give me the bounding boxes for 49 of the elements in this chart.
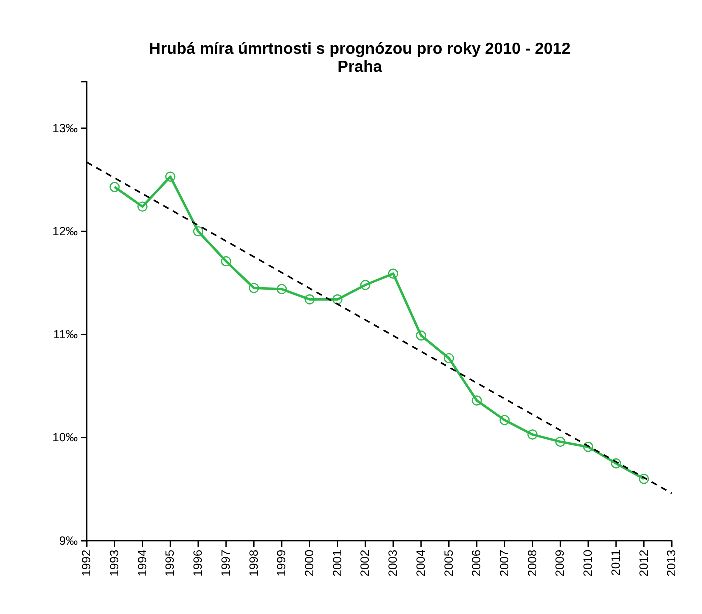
point [221,256,232,267]
point [611,458,622,469]
x-tick-label: 2007 [497,550,512,577]
x-tick-label: 1994 [135,550,150,577]
point [500,415,510,426]
x-tick-label: 1999 [274,550,289,577]
point [165,172,176,182]
point [416,330,426,341]
x-tick-label: 2006 [470,550,484,577]
x-tick-label: 2008 [525,550,540,577]
x-tick-label: 2012 [636,550,651,577]
chart-subtitle: Praha [338,59,382,76]
x-tick-label: 1995 [163,550,178,577]
point [138,202,148,212]
x-tick-label: 2002 [358,550,372,577]
x-tick-label: 2013 [664,550,679,577]
x-tick-label: 2009 [553,550,568,577]
y-tick-label: 10‰ [52,430,78,445]
x-tick-label: 2004 [414,550,428,577]
x-tick-label: 2011 [608,550,623,576]
x-tick-label: 1992 [80,550,94,577]
point [276,284,288,294]
x-tick-label: 2000 [302,550,316,577]
y-tick-label: 11‰ [54,328,78,342]
x-tick-label: 1997 [218,550,233,577]
point [110,182,120,192]
point [304,294,315,305]
point [249,283,260,294]
y-tick-label: 12‰ [52,224,78,238]
point [583,442,594,452]
y-tick-label: 9‰ [59,534,78,548]
x-tick-label: 2003 [386,550,400,577]
point [360,280,371,290]
x-tick-label: 1998 [246,550,261,577]
x-tick-label: 2010 [581,550,596,577]
point [444,353,454,364]
chart-title: Hrubá míra úmrtnosti s prognózou pro roky 2010 - 2012 [149,41,571,58]
x-tick-label: 2001 [330,550,344,577]
y-tick-label: 13‰ [52,121,78,136]
point [332,294,343,305]
x-tick-label: 1993 [107,550,122,577]
point [528,430,538,440]
point [555,436,566,448]
point [472,396,482,406]
point [639,474,650,484]
x-tick-label: 1996 [191,550,206,577]
point [193,226,204,237]
x-tick-label: 2005 [442,550,456,577]
point [388,268,399,279]
